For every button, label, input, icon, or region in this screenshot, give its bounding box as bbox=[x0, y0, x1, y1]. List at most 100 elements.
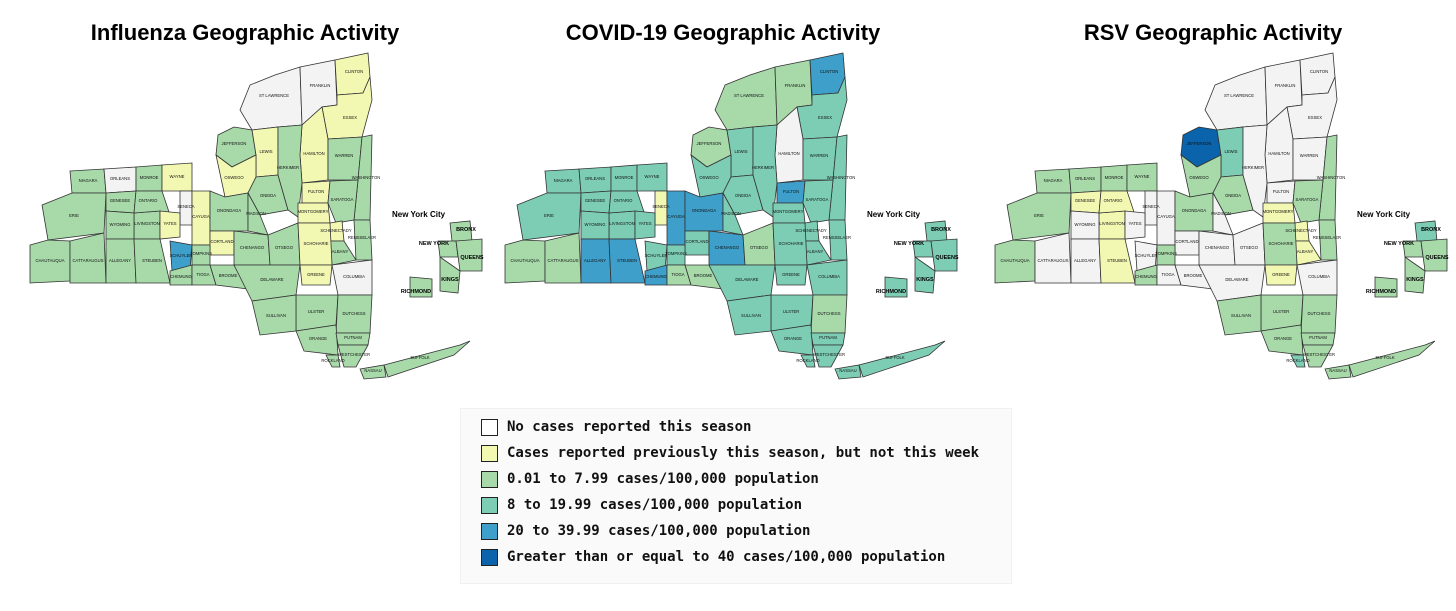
county-label: NIAGARA bbox=[554, 178, 573, 183]
county-label: SENECA bbox=[1142, 204, 1159, 209]
county-label: YATES bbox=[163, 221, 176, 226]
county-label: TIOGA bbox=[671, 272, 684, 277]
county-label: WARREN bbox=[810, 153, 828, 158]
county-label: CHEMUNG bbox=[170, 274, 192, 279]
county-label: ORLEANS bbox=[585, 176, 605, 181]
county-label: ALLEGANY bbox=[1074, 258, 1096, 263]
nyc-borough-label: NEW YORK bbox=[894, 241, 924, 247]
county-label: JEFFERSON bbox=[222, 141, 247, 146]
county-label: WYOMING bbox=[585, 222, 606, 227]
county-label: PUTNAM bbox=[344, 335, 362, 340]
county-label: HAMILTON bbox=[303, 151, 324, 156]
county-label: ONTARIO bbox=[614, 198, 634, 203]
county-label: DELAWARE bbox=[735, 277, 758, 282]
county-label: RENSSELAER bbox=[348, 235, 376, 240]
county-label: SCHUYLER bbox=[170, 253, 193, 258]
nyc-inset-title: New York City bbox=[1357, 210, 1411, 219]
county-saratoga bbox=[327, 179, 359, 224]
legend-item-previous: Cases reported previously this season, b… bbox=[481, 440, 1011, 466]
legend-item-moderate: 8 to 19.99 cases/100,000 population bbox=[481, 492, 1011, 518]
county-label: ALBANY bbox=[1297, 249, 1314, 254]
county-richmond bbox=[1374, 276, 1398, 298]
county-label: MONTGOMERY bbox=[298, 209, 329, 214]
county-label: SENECA bbox=[652, 204, 669, 209]
county-label: ONEIDA bbox=[260, 193, 276, 198]
county-oneida bbox=[1212, 174, 1254, 216]
county-queens bbox=[930, 238, 958, 272]
county-label: CORTLAND bbox=[1176, 239, 1199, 244]
county-label: OSWEGO bbox=[1189, 175, 1209, 180]
county-oneida bbox=[247, 174, 289, 216]
legend-item-very-high: Greater than or equal to 40 cases/100,00… bbox=[481, 544, 1011, 570]
county-label: CHEMUNG bbox=[645, 274, 667, 279]
nyc-borough-label: NEW YORK bbox=[419, 241, 449, 247]
county-label: GENESEE bbox=[110, 198, 130, 203]
county-otsego bbox=[1232, 222, 1266, 266]
county-label: WASHINGTON bbox=[827, 175, 856, 180]
county-label: ULSTER bbox=[783, 309, 800, 314]
county-label: JEFFERSON bbox=[1187, 141, 1212, 146]
influenza-map-title: Influenza Geographic Activity bbox=[90, 20, 400, 45]
county-label: MADISON bbox=[1211, 211, 1231, 216]
county-label: WYOMING bbox=[1075, 222, 1096, 227]
county-label: HAMILTON bbox=[778, 151, 799, 156]
county-label: YATES bbox=[638, 221, 651, 226]
county-st-lawrence bbox=[714, 66, 778, 131]
nyc-borough-label: QUEENS bbox=[1425, 255, 1449, 261]
county-label: OTSEGO bbox=[275, 245, 294, 250]
county-label: ROCKLAND bbox=[1286, 358, 1309, 363]
county-label: ONTARIO bbox=[1104, 198, 1124, 203]
county-label: GREENE bbox=[1272, 272, 1290, 277]
county-label: NASSAU bbox=[364, 368, 381, 373]
county-label: SARATOGA bbox=[1296, 197, 1319, 202]
county-label: SUFFOLK bbox=[885, 355, 905, 360]
county-label: NASSAU bbox=[1329, 368, 1346, 373]
county-label: JEFFERSON bbox=[697, 141, 722, 146]
county-label: FULTON bbox=[783, 189, 799, 194]
county-label: TIOGA bbox=[196, 272, 209, 277]
legend-label: 0.01 to 7.99 cases/100,000 population bbox=[507, 471, 819, 487]
county-label: TIOGA bbox=[1161, 272, 1174, 277]
county-label: FRANKLIN bbox=[1275, 83, 1296, 88]
county-label: ALBANY bbox=[332, 249, 349, 254]
county-label: GREENE bbox=[782, 272, 800, 277]
county-label: MONROE bbox=[615, 175, 634, 180]
county-label: WYOMING bbox=[110, 222, 131, 227]
county-greene bbox=[774, 264, 808, 286]
county-label: TOMPKINS bbox=[1155, 251, 1177, 256]
county-label: ULSTER bbox=[1273, 309, 1290, 314]
county-label: RENSSELAER bbox=[1313, 235, 1341, 240]
county-otsego bbox=[742, 222, 776, 266]
county-label: COLUMBIA bbox=[1308, 274, 1330, 279]
map-legend: No cases reported this season Cases repo… bbox=[460, 408, 1012, 584]
county-label: GREENE bbox=[307, 272, 325, 277]
county-label: SULLIVAN bbox=[266, 313, 286, 318]
nyc-borough-label: KINGS bbox=[441, 277, 459, 283]
county-rockland bbox=[800, 354, 816, 368]
county-label: CHAUTAUQUA bbox=[510, 258, 539, 263]
county-label: STEUBEN bbox=[142, 258, 162, 263]
county-label: ONONDAGA bbox=[692, 208, 717, 213]
county-label: OTSEGO bbox=[1240, 245, 1259, 250]
nyc-inset-title: New York City bbox=[392, 210, 446, 219]
county-nassau bbox=[834, 364, 862, 380]
county-label: DELAWARE bbox=[1225, 277, 1248, 282]
county-label: HERKIMER bbox=[1242, 165, 1264, 170]
county-label: CHEMUNG bbox=[1135, 274, 1157, 279]
county-suffolk bbox=[858, 340, 946, 378]
county-label: MONROE bbox=[140, 175, 159, 180]
county-label: ONEIDA bbox=[735, 193, 751, 198]
county-label: ST LAWRENCE bbox=[1224, 93, 1254, 98]
county-queens bbox=[455, 238, 483, 272]
county-label: ALLEGANY bbox=[584, 258, 606, 263]
county-label: SCHENECTADY bbox=[1285, 228, 1317, 233]
county-st-lawrence bbox=[1204, 66, 1268, 131]
county-label: WESTCHESTER bbox=[338, 352, 370, 357]
county-label: SUFFOLK bbox=[1375, 355, 1395, 360]
county-label: WAYNE bbox=[170, 174, 185, 179]
county-label: FRANKLIN bbox=[310, 83, 331, 88]
county-label: ONTARIO bbox=[139, 198, 159, 203]
county-label: CLINTON bbox=[1310, 69, 1328, 74]
county-kings bbox=[914, 256, 936, 294]
county-label: PUTNAM bbox=[1309, 335, 1327, 340]
